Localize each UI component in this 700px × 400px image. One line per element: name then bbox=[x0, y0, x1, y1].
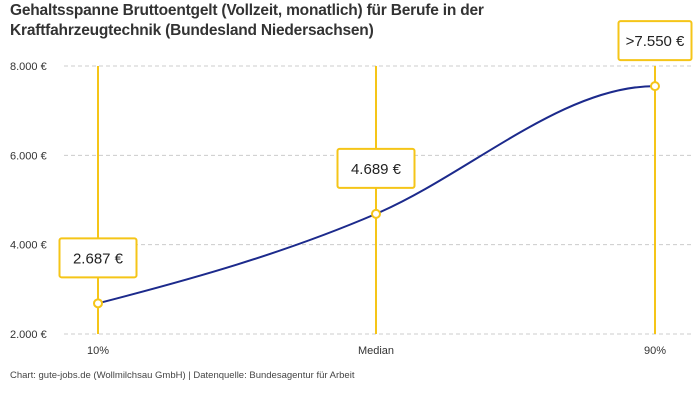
data-point bbox=[93, 298, 103, 309]
data-point bbox=[650, 81, 660, 92]
chart-footer: Chart: gute-jobs.de (Wollmilchsau GmbH) … bbox=[10, 370, 355, 381]
y-tick-label: 4.000 € bbox=[10, 240, 47, 252]
x-tick-label: 90% bbox=[644, 345, 666, 357]
data-point bbox=[371, 208, 381, 219]
x-tick-label: Median bbox=[358, 345, 394, 357]
y-tick-label: 2.000 € bbox=[10, 329, 47, 341]
y-tick-label: 8.000 € bbox=[10, 61, 47, 73]
data-label-box bbox=[336, 147, 416, 189]
chart-title: Gehaltsspanne Bruttoentgelt (Vollzeit, m… bbox=[10, 2, 484, 39]
data-label-box bbox=[617, 20, 693, 62]
data-label-box bbox=[58, 237, 138, 279]
data-label: >7.550 € bbox=[626, 33, 685, 50]
data-label: 4.689 € bbox=[351, 161, 402, 178]
data-label: 2.687 € bbox=[73, 250, 124, 267]
y-tick-label: 6.000 € bbox=[10, 150, 47, 162]
x-tick-label: 10% bbox=[87, 345, 109, 357]
